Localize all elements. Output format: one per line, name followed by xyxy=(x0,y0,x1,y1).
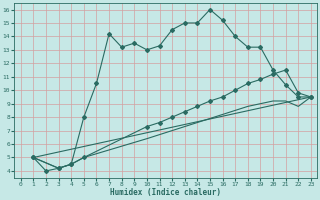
X-axis label: Humidex (Indice chaleur): Humidex (Indice chaleur) xyxy=(110,188,221,197)
